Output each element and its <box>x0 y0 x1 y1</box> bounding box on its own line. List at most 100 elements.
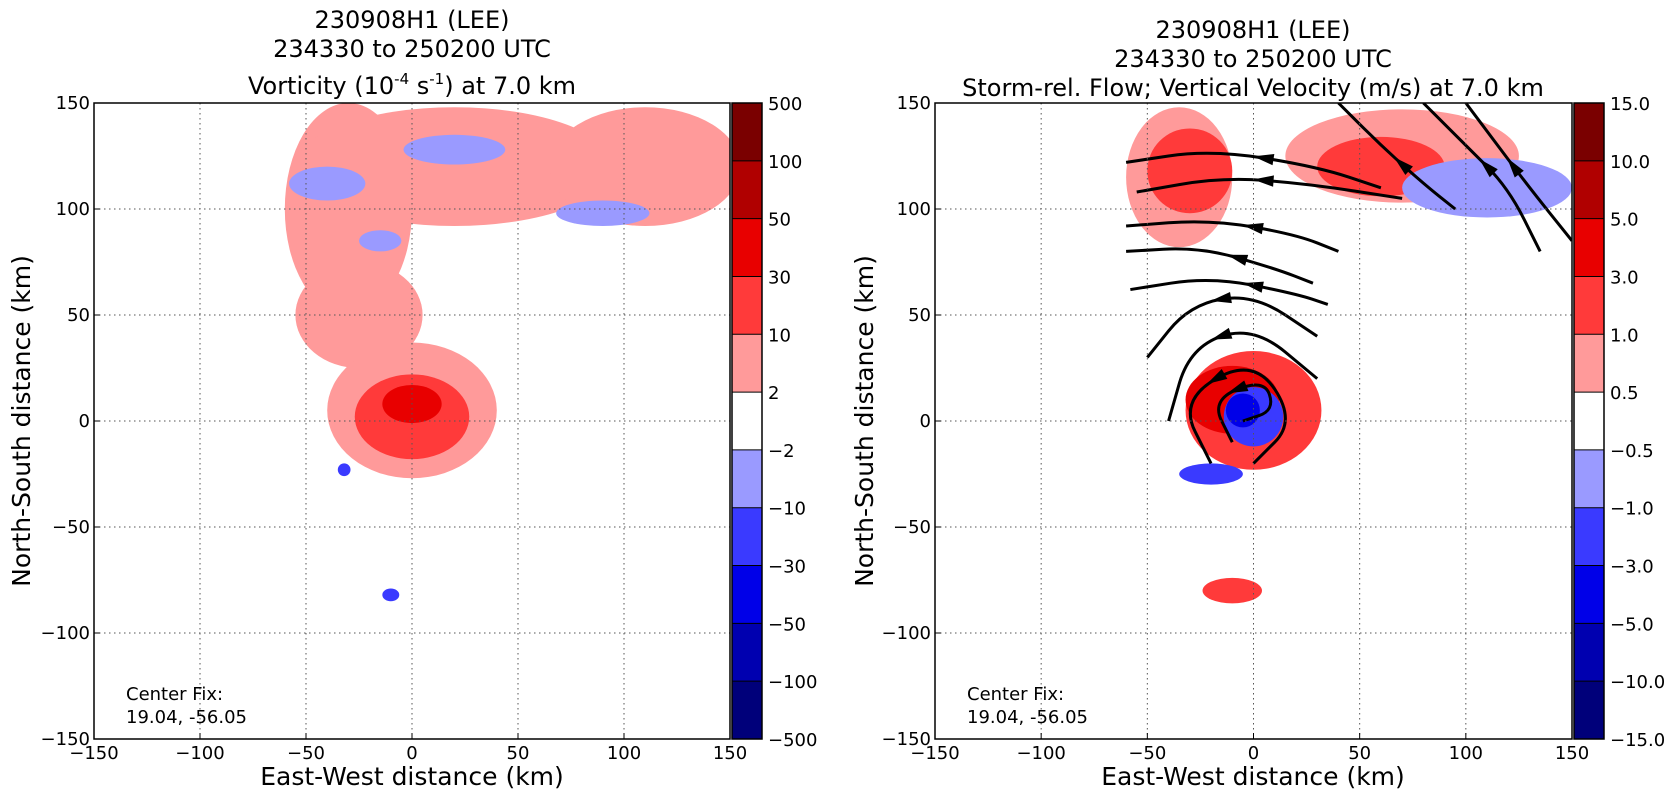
colorbar-segment <box>1574 565 1604 624</box>
vertical-velocity-field <box>1126 107 1572 604</box>
colorbar-label: 30 <box>768 267 791 288</box>
y-tick-label: 100 <box>56 199 90 220</box>
title-line-2: 234330 to 250200 UTC <box>1114 45 1392 73</box>
streamline-arrowhead <box>1227 380 1249 394</box>
vertical-velocity-colorbar: 15.0 10.0 5.0 3.0 1.0 0.5 −0.5 −1.0 −3.0 −5.0 −10.… <box>1573 94 1665 751</box>
title-line-2: 234330 to 250200 UTC <box>273 35 551 63</box>
streamline <box>1125 220 1339 253</box>
streamline <box>1464 103 1572 242</box>
y-tick-label: 0 <box>920 411 931 432</box>
colorbar-label: −1.0 <box>1610 499 1654 520</box>
colorbar-label: −15.0 <box>1610 730 1665 751</box>
colorbar-label: 1.0 <box>1610 325 1639 346</box>
title-line-3: Vorticity (10-4 s-1) at 7.0 km <box>248 70 576 100</box>
colorbar-label: −2 <box>768 441 795 462</box>
y-tick-label: 50 <box>67 305 90 326</box>
colorbar-label: 500 <box>768 94 802 115</box>
grid-lines <box>94 103 730 739</box>
y-tick-label: −150 <box>41 729 90 750</box>
y-tick-label: 0 <box>79 411 90 432</box>
title-line-1: 230908H1 (LEE) <box>315 6 510 34</box>
colorbar-frame <box>731 102 763 740</box>
x-tick-label: 50 <box>1348 743 1371 764</box>
colorbar-segment <box>732 276 762 335</box>
colorbar-label: −500 <box>768 730 817 751</box>
colorbar-segment <box>1574 392 1604 450</box>
contour-region-light-blue <box>556 200 650 226</box>
streamline <box>1126 247 1314 285</box>
streamline <box>1146 296 1319 359</box>
contour-region-mid-blue <box>1179 463 1243 485</box>
x-tick-label: −150 <box>69 743 118 764</box>
streamline <box>1337 103 1457 211</box>
streamline-arrowhead <box>1253 154 1275 166</box>
y-tick-label: −150 <box>882 729 931 750</box>
colorbar-label: −50 <box>768 614 806 635</box>
x-axis-label: East-West distance (km) <box>260 762 564 791</box>
storm-relative-streamlines <box>1125 103 1572 465</box>
colorbar-frame <box>1573 102 1605 740</box>
x-tick-label: 0 <box>1248 743 1259 764</box>
colorbar-label: −100 <box>768 672 817 693</box>
x-tick-label: 50 <box>507 743 530 764</box>
center-fix-coordinates: 19.04, -56.05 <box>126 707 247 728</box>
contour-region-mid-red <box>1147 128 1233 214</box>
x-tick-label: 150 <box>1555 743 1589 764</box>
colorbar-segment <box>732 160 762 219</box>
x-tick-label: −50 <box>287 743 325 764</box>
colorbar-segment <box>1574 276 1604 335</box>
streamline <box>1422 103 1542 253</box>
colorbar-label: −5.0 <box>1610 614 1654 635</box>
colorbar-segment <box>732 218 762 277</box>
colorbar-label: 50 <box>768 210 791 231</box>
contour-region-strong-blue <box>1225 393 1260 428</box>
x-axis-ticks: −150 −100 −50 0 50 100 150 <box>910 733 1589 764</box>
contour-region-light-red <box>549 107 730 226</box>
contour-region-light-blue <box>359 230 402 252</box>
colorbar-segment <box>1574 449 1604 508</box>
colorbar-segment <box>732 449 762 508</box>
y-tick-label: −100 <box>882 623 931 644</box>
x-axis-ticks: −150 −100 −50 0 50 100 150 <box>69 733 747 764</box>
vorticity-field <box>284 103 730 602</box>
contour-region-light-blue <box>403 134 506 165</box>
streamline-arrowhead <box>1226 254 1249 266</box>
panel-title: 230908H1 (LEE) 234330 to 250200 UTC Vort… <box>248 6 576 100</box>
title-line-1: 230908H1 (LEE) <box>1156 16 1351 44</box>
colorbar-label: 15.0 <box>1610 94 1650 115</box>
colorbar-segment <box>1574 507 1604 566</box>
colorbar-label: 100 <box>768 152 802 173</box>
grid-lines <box>935 103 1572 739</box>
title-line-3: Storm-rel. Flow; Vertical Velocity (m/s)… <box>962 74 1544 102</box>
colorbar-segment <box>732 392 762 450</box>
colorbar-segment <box>732 507 762 566</box>
colorbar-segment <box>1574 623 1604 682</box>
x-axis-label: East-West distance (km) <box>1101 762 1405 791</box>
y-axis-ticks: −150 −100 −50 0 50 100 150 <box>882 93 941 750</box>
colorbar-label: −10.0 <box>1610 672 1665 693</box>
colorbar-segment <box>1574 160 1604 219</box>
x-tick-label: −100 <box>175 743 224 764</box>
center-fix-coordinates: 19.04, -56.05 <box>967 707 1088 728</box>
streamline-arrowhead <box>1210 291 1232 304</box>
x-tick-label: 100 <box>607 743 641 764</box>
vertical-velocity-panel: 230908H1 (LEE) 234330 to 250200 UTC Stor… <box>850 16 1665 791</box>
contour-region-light-red <box>295 107 614 226</box>
colorbar-label: −0.5 <box>1610 441 1654 462</box>
y-tick-label: −50 <box>52 517 90 538</box>
colorbar-segment <box>732 103 762 161</box>
streamline <box>1125 151 1382 190</box>
x-tick-label: −50 <box>1128 743 1166 764</box>
colorbar-segment <box>732 334 762 393</box>
x-tick-label: 100 <box>1449 743 1483 764</box>
y-tick-label: 100 <box>897 199 931 220</box>
x-tick-label: −150 <box>910 743 959 764</box>
colorbar-label: 0.5 <box>1610 383 1639 404</box>
streamline-arrowhead <box>1393 157 1413 175</box>
center-fix-label: Center Fix: <box>126 684 223 705</box>
colorbar-segment <box>1574 218 1604 277</box>
colorbar-label: −30 <box>768 557 806 578</box>
streamline-arrowhead <box>1479 158 1498 178</box>
y-tick-label: −100 <box>41 623 90 644</box>
